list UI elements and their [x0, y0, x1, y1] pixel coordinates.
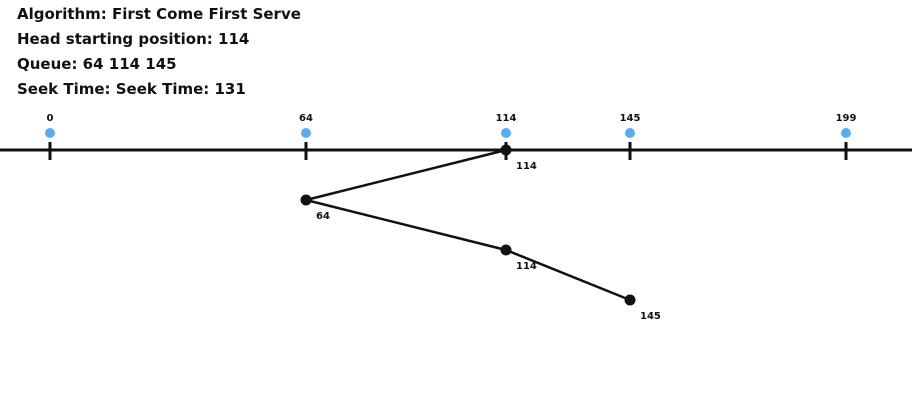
- track-ticks: 0 64 114 145 199: [45, 113, 856, 160]
- tick-marker: [301, 128, 311, 138]
- tick-label: 145: [620, 113, 641, 124]
- tick-label: 0: [47, 113, 54, 124]
- seek-time-label: Seek Time: Seek Time: 131: [17, 80, 246, 98]
- tick-label: 64: [299, 113, 313, 124]
- path-point-label: 114: [516, 161, 537, 172]
- path-point: [300, 194, 312, 206]
- path-point-label: 114: [516, 261, 537, 272]
- tick-label: 199: [836, 113, 857, 124]
- path-point-label: 145: [640, 311, 661, 322]
- path-point: [500, 244, 512, 256]
- path-segment: [305, 198, 507, 252]
- path-point: [624, 294, 636, 306]
- algorithm-label: Algorithm: First Come First Serve: [17, 5, 301, 23]
- tick-marker: [45, 128, 55, 138]
- tick-marker: [501, 128, 511, 138]
- path-point-label: 64: [316, 211, 330, 222]
- tick-label: 114: [496, 113, 517, 124]
- tick-marker: [625, 128, 635, 138]
- queue-label: Queue: 64 114 145: [17, 55, 177, 73]
- path-segment: [305, 148, 507, 202]
- path-segment: [505, 248, 631, 302]
- head-movement-path: 114 64 114 145: [300, 144, 661, 322]
- path-point: [500, 144, 512, 156]
- head-position-label: Head starting position: 114: [17, 30, 250, 48]
- tick-marker: [841, 128, 851, 138]
- algorithm-info-panel: Algorithm: First Come First Serve Head s…: [17, 2, 301, 102]
